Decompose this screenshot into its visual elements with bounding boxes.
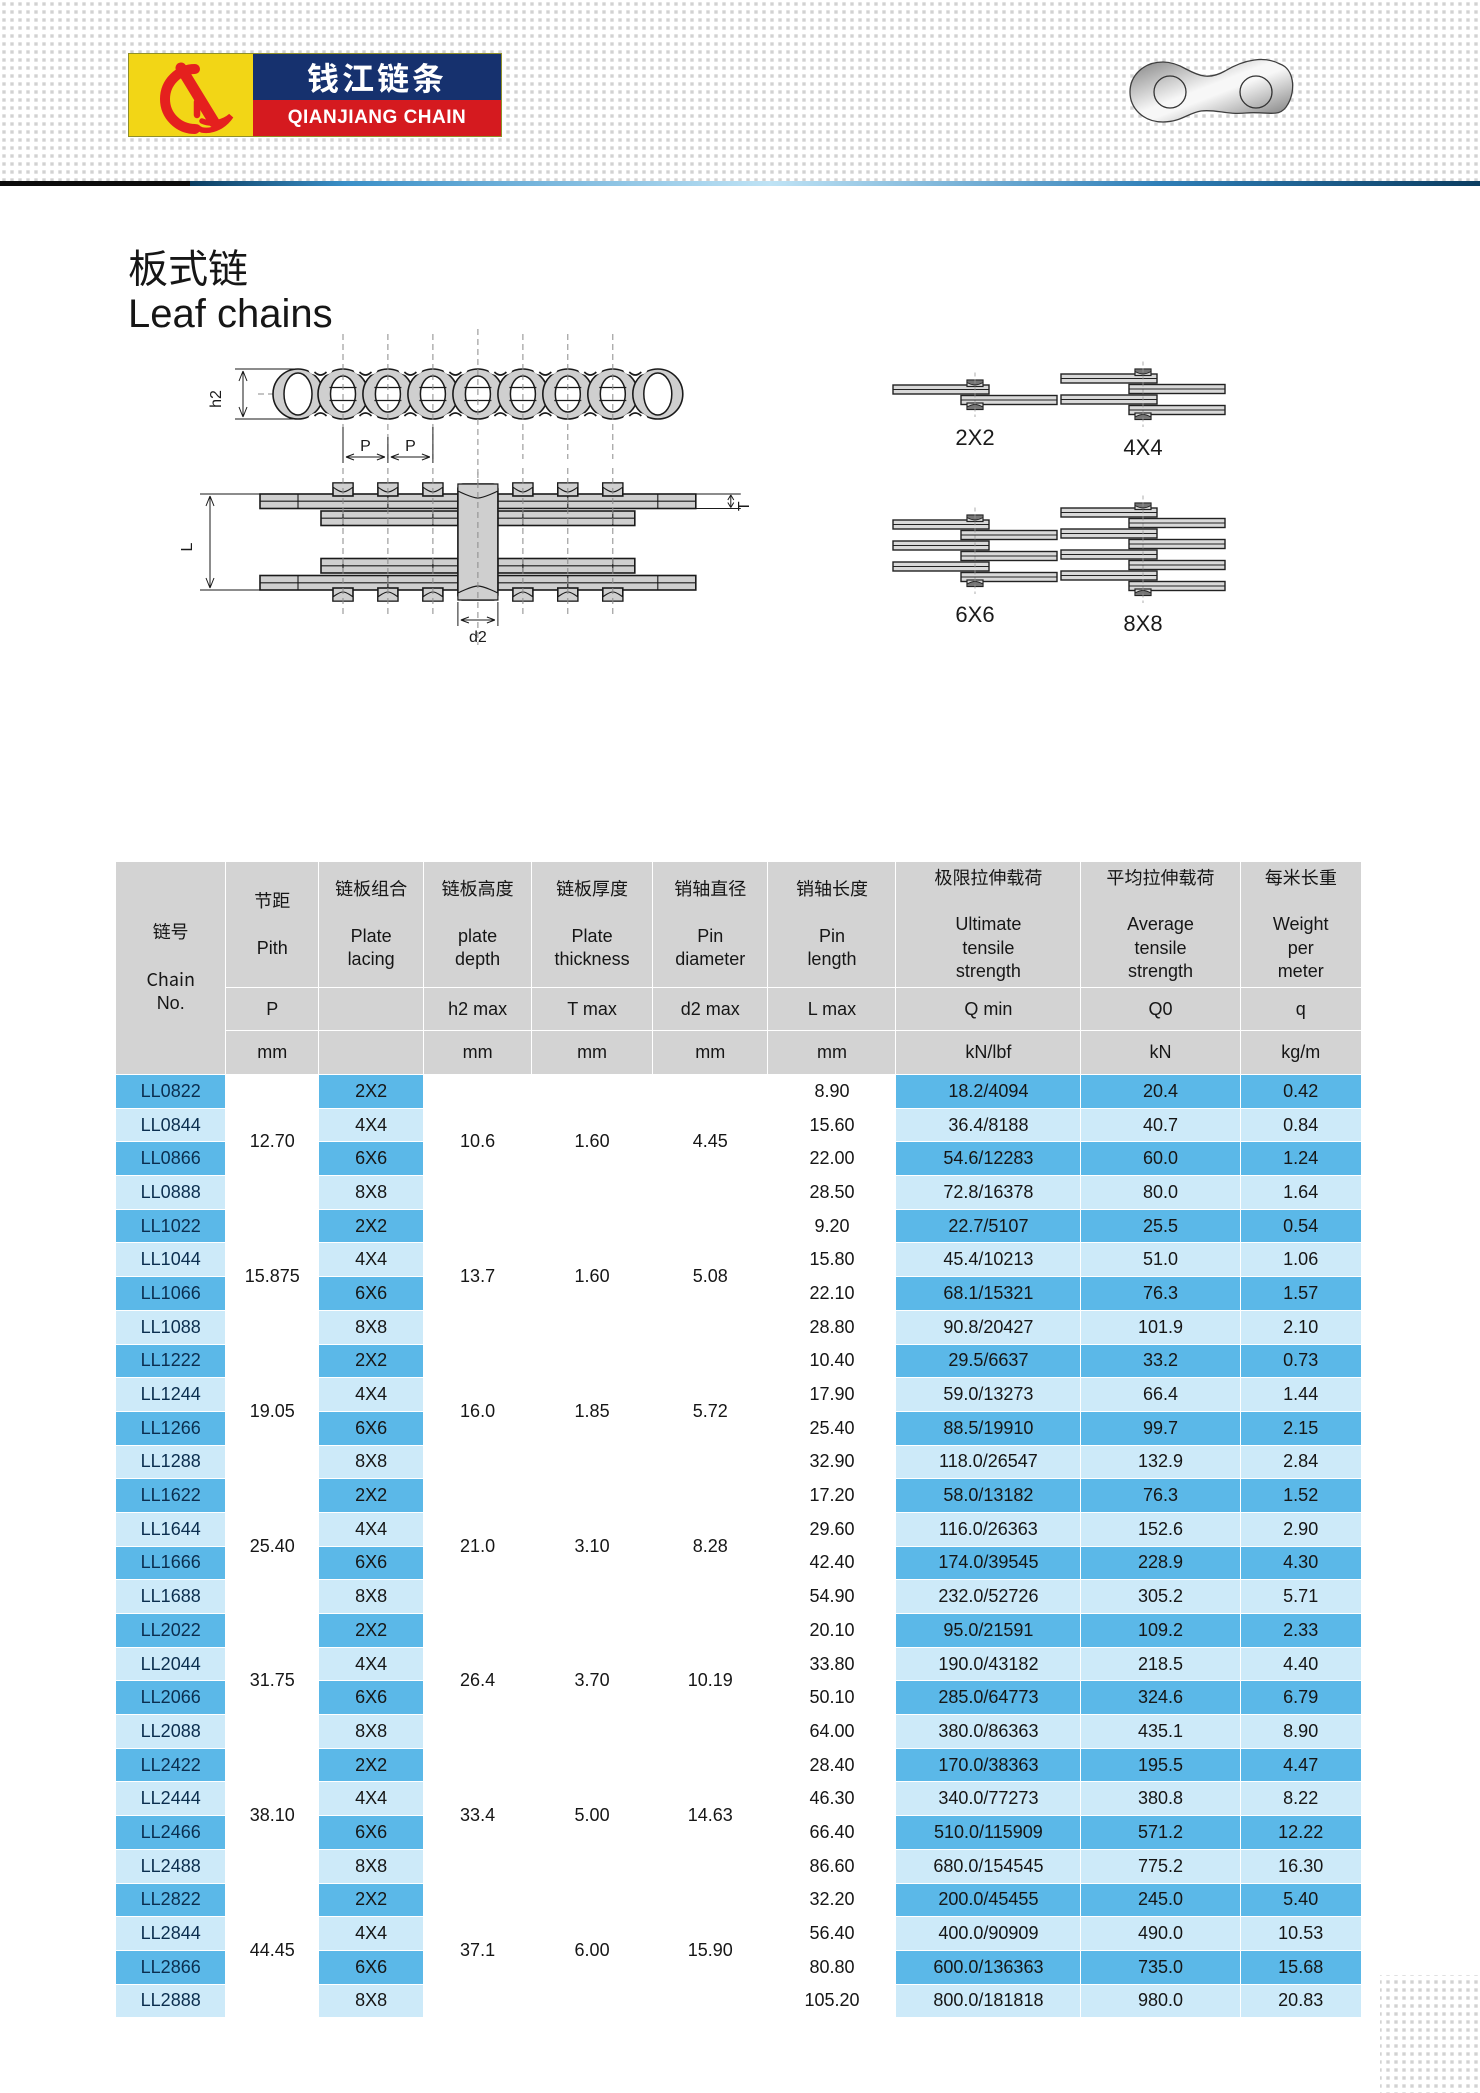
svg-text:h2: h2: [208, 390, 225, 408]
svg-text:T: T: [736, 501, 753, 511]
svg-text:P: P: [360, 438, 371, 455]
svg-text:4X4: 4X4: [1123, 435, 1162, 460]
svg-text:d2: d2: [469, 629, 487, 646]
svg-text:P: P: [405, 438, 416, 455]
svg-text:2X2: 2X2: [955, 425, 994, 450]
svg-text:L: L: [179, 542, 196, 551]
svg-text:6X6: 6X6: [955, 602, 994, 627]
svg-text:8X8: 8X8: [1123, 611, 1162, 636]
